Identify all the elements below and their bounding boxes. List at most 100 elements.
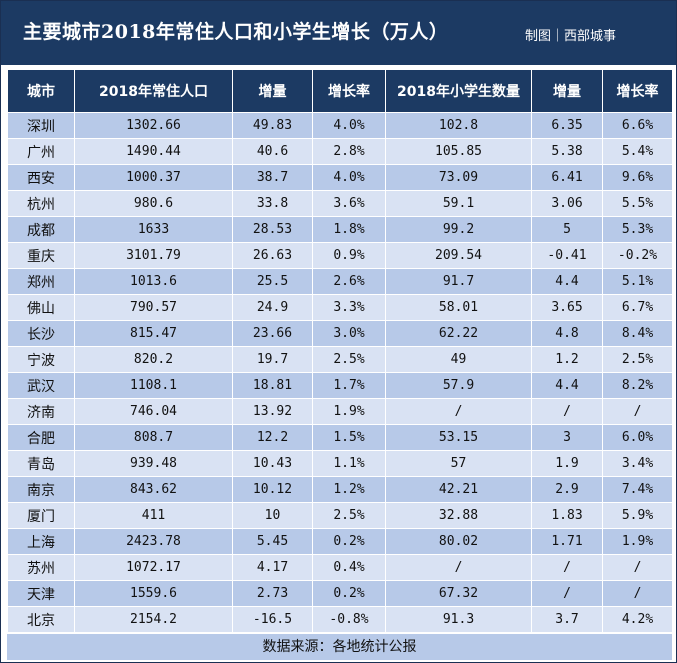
pupil-increase-cell: 3.7 [531,606,603,633]
pop-growth-cell: 1.8% [312,216,386,243]
city-cell: 深圳 [7,112,75,139]
pop-increase-cell: 38.7 [232,164,313,191]
population-cell: 1108.1 [74,372,233,399]
pop-increase-cell: 12.2 [232,424,313,451]
population-cell: 1633 [74,216,233,243]
table-row: 广州 1490.44 40.6 2.8% 105.85 5.38 5.4% [7,138,673,165]
population-cell: 843.62 [74,476,233,503]
population-cell: 1072.17 [74,554,233,581]
pupil-growth-cell: 5.1% [602,268,673,295]
population-cell: 2423.78 [74,528,233,555]
pupils-cell: 102.8 [385,112,532,139]
population-cell: 1302.66 [74,112,233,139]
pop-growth-cell: 1.5% [312,424,386,451]
city-cell: 宁波 [7,346,75,373]
pop-growth-cell: 1.7% [312,372,386,399]
pupil-growth-cell: / [602,554,673,581]
pupil-increase-cell: 3.65 [531,294,603,321]
pupils-cell: 32.88 [385,502,532,529]
table-row: 济南 746.04 13.92 1.9% / / / [7,398,673,425]
pupil-growth-cell: / [602,398,673,425]
table-row: 西安 1000.37 38.7 4.0% 73.09 6.41 9.6% [7,164,673,191]
population-cell: 1490.44 [74,138,233,165]
pupils-cell: 91.7 [385,268,532,295]
pupil-growth-cell: 6.7% [602,294,673,321]
credit-text: 制图｜西部城事 [525,29,617,44]
pop-increase-cell: -16.5 [232,606,313,633]
city-cell: 合肥 [7,424,75,451]
pop-growth-cell: 3.3% [312,294,386,321]
population-cell: 3101.79 [74,242,233,269]
title-banner: 主要城市2018年常住人口和小学生增长（万人） 制图｜西部城事 [1,1,676,65]
pop-growth-cell: 4.0% [312,112,386,139]
pop-increase-cell: 10 [232,502,313,529]
table-row: 成都 1633 28.53 1.8% 99.2 5 5.3% [7,216,673,243]
pupil-increase-cell: 5 [531,216,603,243]
city-cell: 广州 [7,138,75,165]
pupil-increase-cell: / [531,554,603,581]
table-row: 天津 1559.6 2.73 0.2% 67.32// [7,580,673,607]
pupil-increase-cell: 1.71 [531,528,603,555]
city-cell: 南京 [7,476,75,503]
pupil-increase-cell: 3 [531,424,603,451]
city-cell: 上海 [7,528,75,555]
pupil-growth-cell: 7.4% [602,476,673,503]
column-header-city: 城市 [7,69,75,113]
city-cell: 成都 [7,216,75,243]
pop-growth-cell: 2.8% [312,138,386,165]
pupil-growth-cell: 5.5% [602,190,673,217]
city-cell: 重庆 [7,242,75,269]
pop-increase-cell: 23.66 [232,320,313,347]
population-cell: 980.6 [74,190,233,217]
column-header-pupil-increase: 增量 [531,69,603,113]
pupils-cell: 62.22 [385,320,532,347]
city-cell: 杭州 [7,190,75,217]
pop-growth-cell: 0.2% [312,580,386,607]
pupil-growth-cell: 1.9% [602,528,673,555]
pop-growth-cell: 1.2% [312,476,386,503]
pupil-growth-cell: 6.6% [602,112,673,139]
pop-increase-cell: 10.43 [232,450,313,477]
pupils-cell: 42.21 [385,476,532,503]
city-cell: 苏州 [7,554,75,581]
pop-growth-cell: 3.0% [312,320,386,347]
pupil-growth-cell: 8.4% [602,320,673,347]
city-cell: 天津 [7,580,75,607]
table-row: 厦门 411 10 2.5% 32.88 1.83 5.9% [7,502,673,529]
pop-increase-cell: 13.92 [232,398,313,425]
pop-increase-cell: 24.9 [232,294,313,321]
pop-growth-cell: -0.8% [312,606,386,633]
source-footer: 数据来源：各地统计公报 [7,634,672,660]
city-cell: 北京 [7,606,75,633]
population-table: 城市 2018年常住人口 增量 增长率 2018年小学生数量 增量 增长率 深圳… [7,69,673,633]
pupil-increase-cell: 4.8 [531,320,603,347]
table-row: 武汉 1108.1 18.81 1.7% 57.9 4.4 8.2% [7,372,673,399]
pop-growth-cell: 2.5% [312,346,386,373]
population-cell: 1559.6 [74,580,233,607]
population-cell: 1000.37 [74,164,233,191]
city-cell: 佛山 [7,294,75,321]
table-row: 重庆 3101.79 26.63 0.9% 209.54 -0.41 -0.2% [7,242,673,269]
city-cell: 济南 [7,398,75,425]
pupils-cell: 58.01 [385,294,532,321]
pupil-increase-cell: 4.4 [531,372,603,399]
pupil-increase-cell: 6.41 [531,164,603,191]
pupil-increase-cell: 1.83 [531,502,603,529]
pop-growth-cell: 0.2% [312,528,386,555]
city-cell: 郑州 [7,268,75,295]
pupil-increase-cell: / [531,398,603,425]
population-cell: 2154.2 [74,606,233,633]
pop-increase-cell: 26.63 [232,242,313,269]
pupils-cell: 91.3 [385,606,532,633]
pop-increase-cell: 33.8 [232,190,313,217]
pupils-cell: 49 [385,346,532,373]
pupils-cell: 57 [385,450,532,477]
population-cell: 820.2 [74,346,233,373]
pop-increase-cell: 40.6 [232,138,313,165]
column-header-pupils: 2018年小学生数量 [385,69,532,113]
pupils-cell: 73.09 [385,164,532,191]
pupil-growth-cell: 6.0% [602,424,673,451]
population-cell: 790.57 [74,294,233,321]
pupils-cell: 53.15 [385,424,532,451]
